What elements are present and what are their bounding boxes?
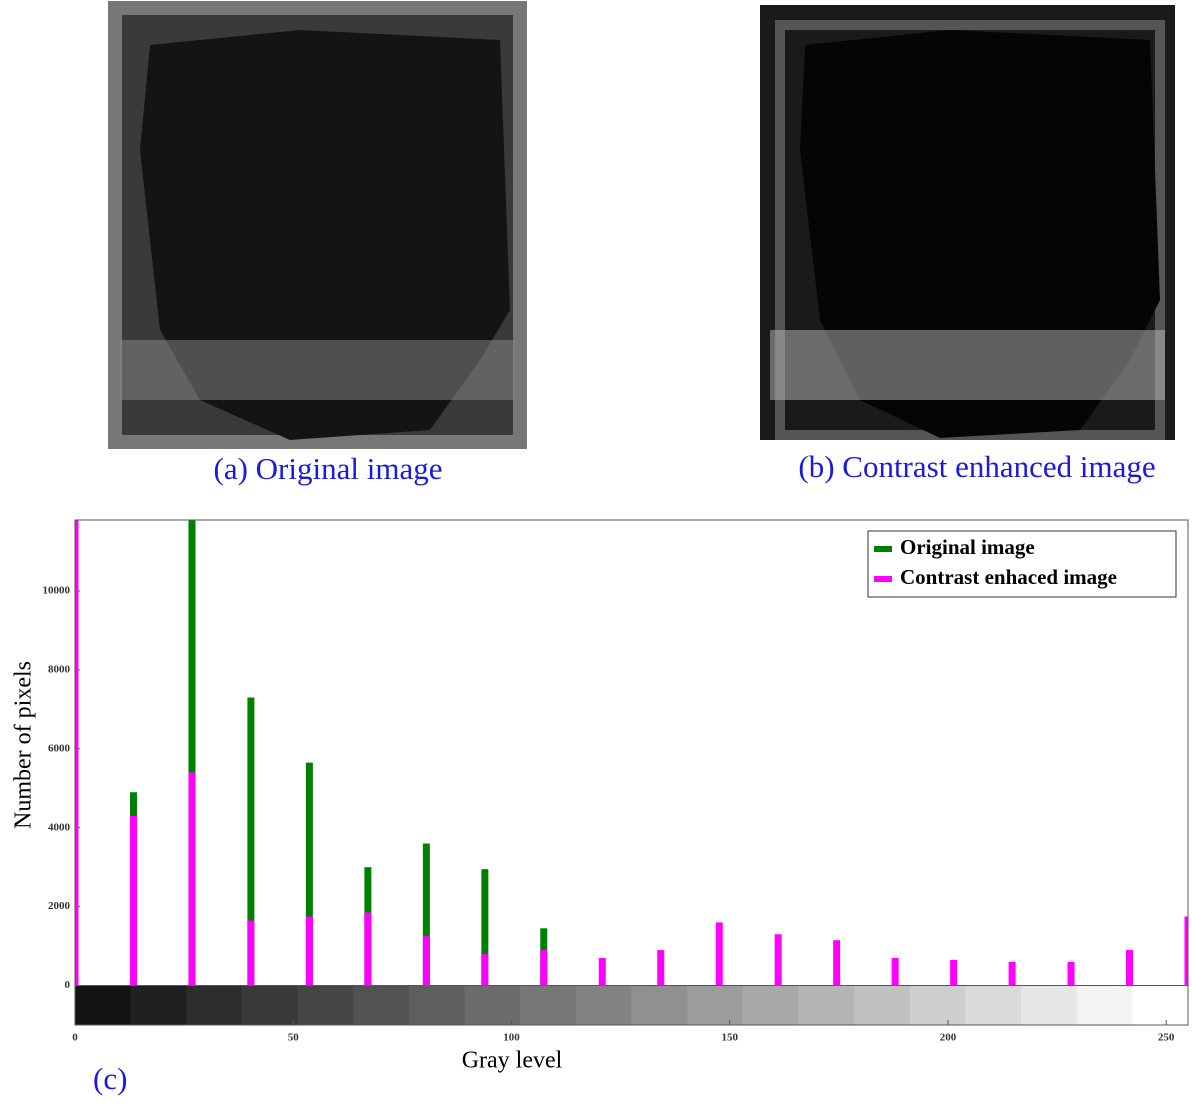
bar <box>599 958 606 986</box>
caption: (a) Original image <box>214 451 443 486</box>
bar <box>130 816 137 986</box>
legend-label: Original image <box>900 535 1035 559</box>
gray-strip <box>1021 986 1077 1025</box>
bar <box>1009 962 1016 986</box>
x-axis-label: Gray level <box>462 1048 563 1074</box>
gray-strip <box>409 986 465 1025</box>
gray-strip <box>910 986 966 1025</box>
y-axis-label: Number of pixels <box>11 661 37 829</box>
x-tick-label: 200 <box>940 1032 957 1044</box>
x-tick-label: 0 <box>72 1032 78 1044</box>
bar <box>364 913 371 986</box>
x-tick-label: 150 <box>721 1032 738 1044</box>
bar <box>1068 962 1075 986</box>
gray-strip <box>1077 986 1133 1025</box>
figure: (a) Original image (b) Contrast enhanced… <box>0 0 1192 1099</box>
legend-swatch <box>874 546 892 552</box>
bar <box>892 958 899 986</box>
gray-strip <box>75 986 131 1025</box>
bar <box>775 934 782 985</box>
gray-strip <box>298 986 354 1025</box>
bar <box>657 950 664 986</box>
bar <box>481 954 488 986</box>
bar <box>188 773 195 986</box>
caption: (c) <box>93 1061 127 1096</box>
legend-label: Contrast enhaced image <box>900 565 1117 589</box>
gray-strip <box>1132 986 1188 1025</box>
legend-swatch <box>874 576 892 582</box>
bar <box>1126 950 1133 986</box>
bar <box>247 920 254 985</box>
gray-strip <box>798 986 854 1025</box>
gray-strip <box>353 986 409 1025</box>
gray-strip <box>632 986 688 1025</box>
bar <box>950 960 957 986</box>
x-tick-label: 50 <box>288 1032 300 1044</box>
gray-strip <box>520 986 576 1025</box>
gray-strip <box>465 986 521 1025</box>
photo-original <box>115 8 520 442</box>
bar <box>833 940 840 985</box>
photo-enhanced <box>760 5 1175 440</box>
x-tick-label: 100 <box>503 1032 520 1044</box>
gray-strip <box>242 986 298 1025</box>
gray-strip <box>854 986 910 1025</box>
y-tick-label: 6000 <box>48 742 71 754</box>
gray-strip <box>687 986 743 1025</box>
y-tick-label: 0 <box>65 979 71 991</box>
gray-strip <box>131 986 187 1025</box>
caption: (b) Contrast enhanced image <box>798 449 1155 484</box>
gray-strip <box>965 986 1021 1025</box>
gray-strip <box>576 986 632 1025</box>
y-tick-label: 10000 <box>43 585 71 597</box>
x-tick-label: 250 <box>1158 1032 1175 1044</box>
y-tick-label: 4000 <box>48 821 71 833</box>
bar <box>423 936 430 985</box>
y-tick-label: 8000 <box>48 663 71 675</box>
bar <box>306 917 313 986</box>
gray-strip <box>743 986 799 1025</box>
bar <box>540 950 547 986</box>
y-tick-label: 2000 <box>48 900 71 912</box>
gray-strip <box>186 986 242 1025</box>
bar <box>716 922 723 985</box>
